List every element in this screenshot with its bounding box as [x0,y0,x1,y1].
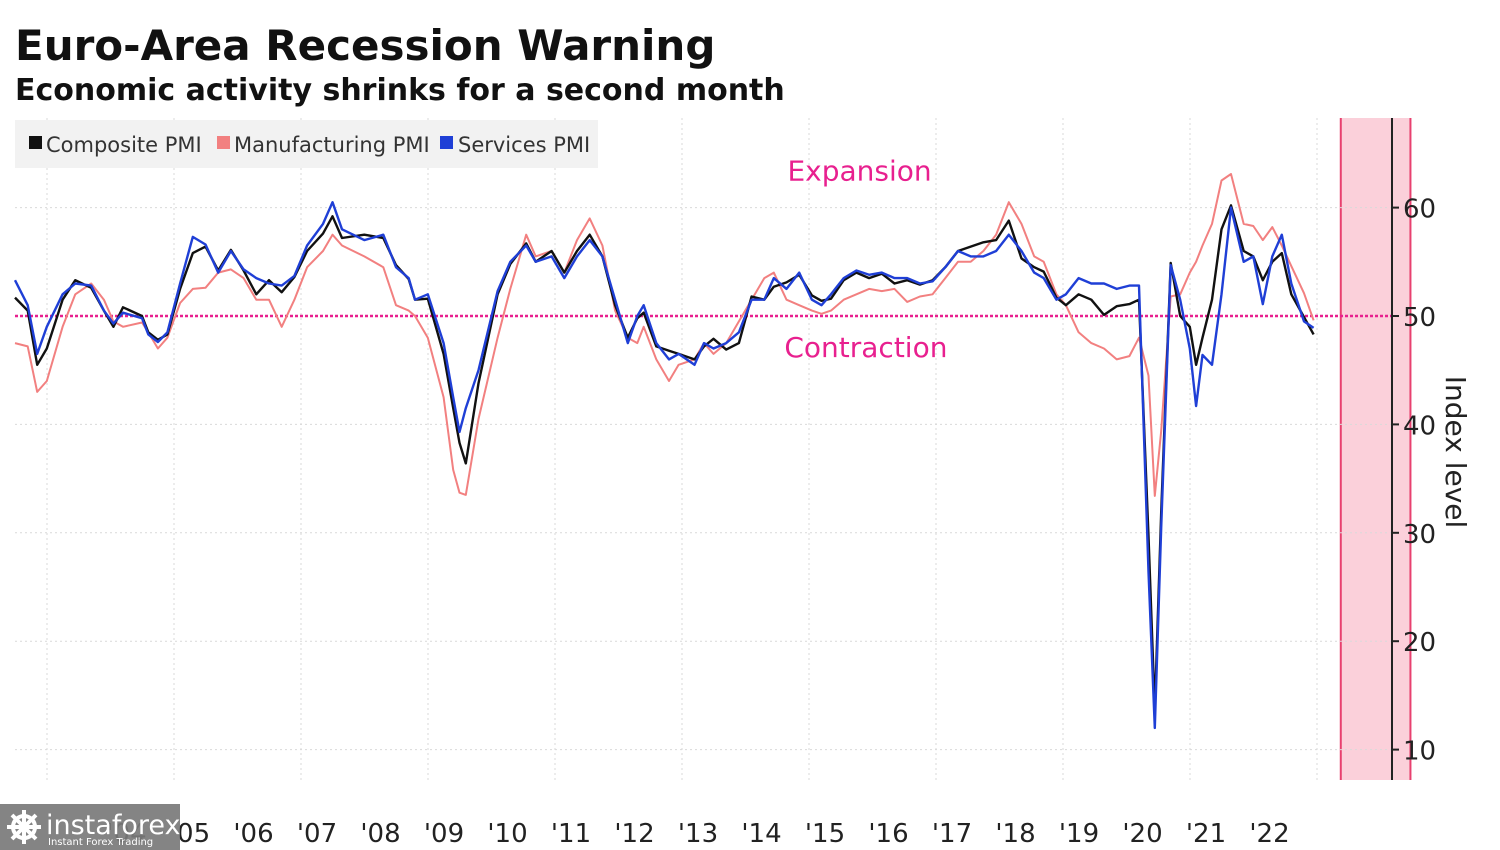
x-tick-label: '09 [424,819,464,849]
y-tick-label: 40 [1403,411,1436,441]
grid-layer [15,118,1392,780]
x-tick-label: '10 [487,819,527,849]
legend-background [15,120,598,168]
services-pmi-line [13,201,1315,730]
x-tick-label: '22 [1249,819,1289,849]
y-tick-label: 10 [1403,737,1436,767]
x-tick-label: '20 [1122,819,1162,849]
y-tick-label: 50 [1403,303,1436,333]
watermark-brand: instaforex [46,810,180,841]
x-tick-label: '18 [995,819,1035,849]
legend-swatch-services [440,136,453,149]
y-tick-label: 20 [1403,628,1436,658]
watermark: instaforex Instant Forex Trading [0,804,180,850]
x-tick-label: '06 [233,819,273,849]
watermark-tagline: Instant Forex Trading [48,837,153,848]
annotation-layer: Expansion Contraction [784,155,947,365]
legend: Composite PMI Manufacturing PMI Services… [15,120,598,168]
y-axis: 10 20 30 40 50 60 [1391,118,1436,780]
x-tick-label: '15 [805,819,845,849]
x-tick-label: '21 [1186,819,1226,849]
x-tick-label: '14 [741,819,781,849]
x-tick-label: '13 [678,819,718,849]
annotation-contraction: Contraction [784,331,947,364]
legend-swatch-manufacturing [217,136,230,149]
chart-subtitle: Economic activity shrinks for a second m… [15,73,785,108]
legend-swatch-composite [29,136,42,149]
x-tick-label: '11 [551,819,591,849]
shaded-region [1340,118,1411,780]
x-tick-label: '16 [868,819,908,849]
y-axis-label: Index level [1439,376,1472,529]
y-tick-label: 60 [1403,195,1436,225]
recession-shade-layer [1339,118,1412,780]
series-layer [13,173,1315,730]
annotation-expansion: Expansion [787,155,931,188]
legend-label-services: Services PMI [458,133,590,157]
legend-label-composite: Composite PMI [46,133,202,157]
y-tick-label: 30 [1403,520,1436,550]
x-tick-label: '08 [360,819,400,849]
x-tick-label: '12 [614,819,654,849]
x-tick-label: '07 [297,819,337,849]
x-tick-label: '17 [932,819,972,849]
x-tick-label: '19 [1059,819,1099,849]
legend-label-manufacturing: Manufacturing PMI [234,133,430,157]
instaforex-logo-icon [7,810,41,844]
chart-title: Euro-Area Recession Warning [15,21,715,70]
